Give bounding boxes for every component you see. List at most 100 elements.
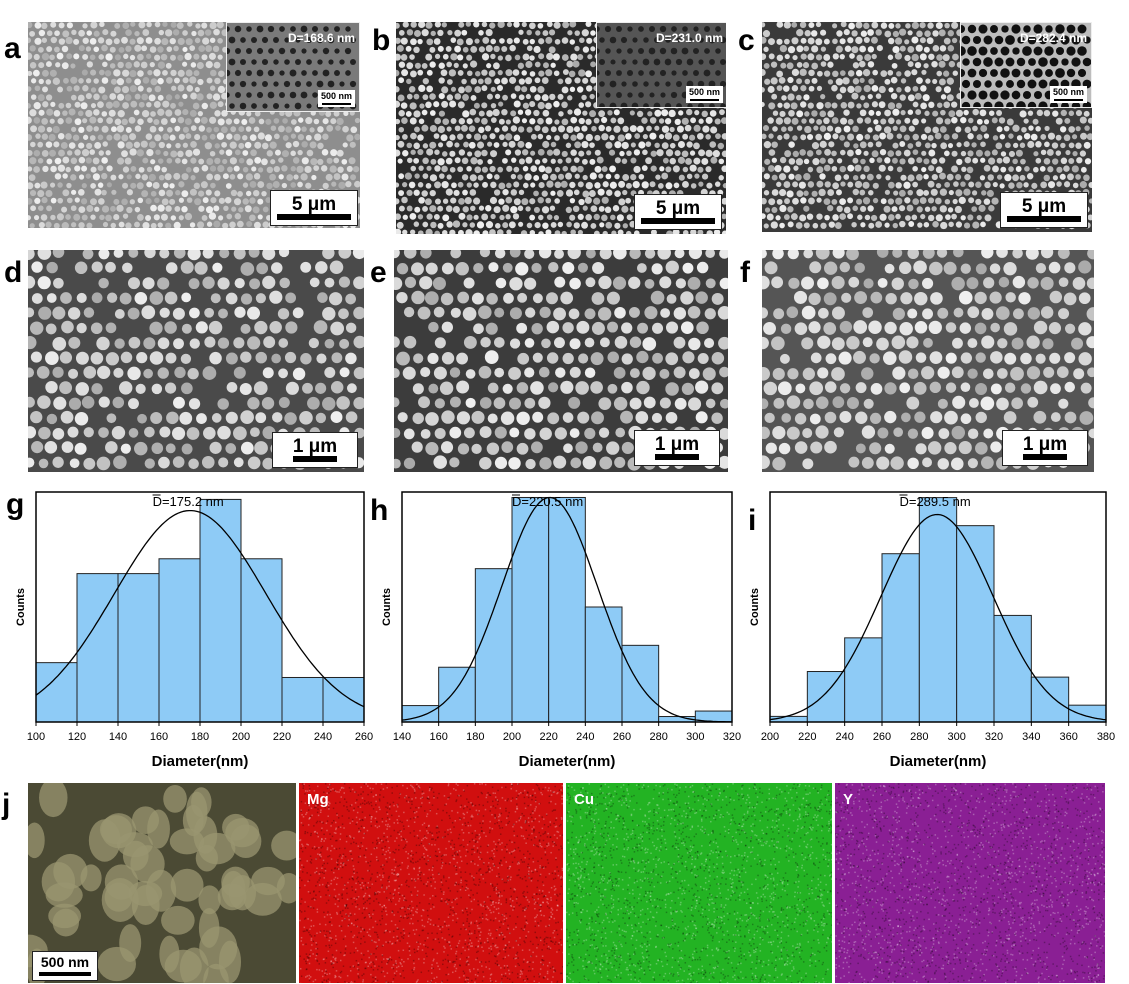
histogram-bar (438, 666, 476, 723)
histogram-bar (881, 553, 920, 723)
histogram-bar (548, 496, 586, 723)
x-tick-label: 200 (503, 731, 521, 743)
x-tick-label: 140 (393, 731, 411, 743)
element-label-cu: Cu (574, 791, 594, 808)
gaussian-fit-curve (401, 496, 733, 723)
mean-diameter-label: D=289.5 nm (899, 494, 970, 509)
histogram-bar (281, 676, 324, 723)
histogram-bar (621, 644, 660, 723)
element-label-y: Y (843, 791, 854, 808)
histogram-bar (199, 498, 242, 723)
mean-diameter-label: D=175.2 nm (153, 494, 224, 509)
inset-scale-bar: 500 nm (317, 90, 355, 107)
histogram-bar (511, 496, 550, 723)
y-axis-label: Counts (15, 588, 27, 626)
x-tick-label: 220 (539, 731, 557, 743)
scale-bar-j: 500 nm (32, 951, 98, 981)
sem-image-f: 1 μm (762, 250, 1094, 472)
histogram-bar (322, 676, 365, 723)
histogram-g: 100 120 140 160 180 200 220 240 260 Diameter(nm) C… (15, 491, 373, 770)
inset-image-c: D=282.4 nm 500 nm (960, 22, 1092, 108)
x-tick-label: 240 (314, 731, 332, 743)
histogram-bar (35, 662, 78, 723)
histogram-bar (1030, 676, 1070, 723)
sem-image-d: 1 μm (28, 250, 364, 472)
x-tick-label: 240 (576, 731, 594, 743)
noise-texture (835, 783, 1105, 983)
x-tick-label: 320 (985, 731, 1003, 743)
inset-diameter-label: D=282.4 nm (1019, 31, 1087, 45)
nanoparticle-texture (28, 250, 364, 472)
inset-scale-text: 500 nm (1052, 87, 1084, 97)
x-tick-label: 240 (835, 731, 853, 743)
blob-texture (28, 783, 296, 983)
scale-bar-f: 1 μm (1002, 430, 1088, 466)
x-tick-label: 260 (355, 731, 373, 743)
inset-diameter-label: D=168.6 nm (287, 31, 355, 45)
panel-label-h: h (370, 494, 389, 527)
histogram-bar (956, 525, 995, 723)
x-axis-label: Diameter(nm) (152, 753, 249, 770)
histogram-bar (584, 606, 623, 723)
panel-label-a: a (4, 32, 21, 65)
x-tick-label: 280 (910, 731, 928, 743)
scale-bar-e: 1 μm (634, 430, 720, 466)
x-tick-label: 280 (649, 731, 667, 743)
gaussian-fit-curve (769, 513, 1107, 721)
panel-label-f: f (740, 256, 750, 289)
inset-scale-text: 500 nm (688, 87, 720, 97)
eds-sem-image: 500 nm (28, 783, 296, 983)
scale-bar-d: 1 μm (272, 432, 358, 468)
scale-text: 5 μm (655, 198, 701, 219)
x-tick-label: 220 (273, 731, 291, 743)
scale-text: 500 nm (40, 954, 90, 970)
panel-label-d: d (4, 256, 23, 289)
panel-label-c: c (738, 24, 755, 57)
x-axis-label: Diameter(nm) (519, 753, 616, 770)
panel-label-b: b (372, 24, 391, 57)
scale-text: 1 μm (654, 434, 700, 455)
scale-text: 5 μm (1021, 196, 1067, 217)
inset-diameter-label: D=231.0 nm (655, 31, 723, 45)
scale-bar-c: 5 μm (1000, 192, 1088, 228)
element-label-mg: Mg (307, 791, 329, 808)
x-tick-label: 120 (68, 731, 86, 743)
histogram-bar (993, 614, 1032, 723)
x-tick-label: 140 (109, 731, 127, 743)
sem-image-a: D=168.6 nm 500 nm 5 μm (28, 22, 360, 228)
x-tick-label: 160 (429, 731, 447, 743)
scale-text: 1 μm (292, 436, 338, 457)
histogram-bar (918, 497, 958, 723)
y-axis-label: Counts (749, 588, 761, 626)
eds-map-y: Y (835, 783, 1105, 983)
inset-scale-bar: 500 nm (1049, 86, 1087, 103)
histogram-i: 200 220 240 260 280 300 320 340 360 380 Diameter(n… (749, 491, 1115, 770)
panel-label-i: i (748, 504, 757, 537)
x-tick-label: 180 (191, 731, 209, 743)
plot-frame (401, 491, 733, 723)
x-tick-label: 320 (723, 731, 741, 743)
x-tick-label: 300 (947, 731, 965, 743)
eds-map-cu: Cu (566, 783, 832, 983)
eds-map-mg: Mg (299, 783, 563, 983)
plot-frame (769, 491, 1107, 723)
sem-image-c: D=282.4 nm 500 nm 5 μm (762, 22, 1092, 232)
histogram-bar (117, 573, 160, 723)
mean-diameter-label: D=220.5 nm (512, 494, 583, 509)
gaussian-fit-curve (35, 509, 365, 708)
x-tick-label: 260 (873, 731, 891, 743)
sem-image-b: D=231.0 nm 500 nm 5 μm (396, 22, 726, 234)
x-tick-label: 380 (1097, 731, 1115, 743)
histogram-bar (806, 671, 846, 723)
panel-label-e: e (370, 256, 387, 289)
scale-text: 5 μm (291, 194, 337, 215)
histogram-bar (240, 558, 283, 723)
x-tick-label: 160 (150, 731, 168, 743)
x-tick-label: 300 (686, 731, 704, 743)
x-tick-label: 200 (232, 731, 250, 743)
histogram-bar (158, 558, 201, 723)
histogram-h: 140 160 180 200 220 240 260 280 300 320 Diameter(n… (381, 491, 741, 770)
x-tick-label: 220 (798, 731, 816, 743)
scale-bar-a: 5 μm (270, 190, 358, 226)
x-tick-label: 340 (1022, 731, 1040, 743)
